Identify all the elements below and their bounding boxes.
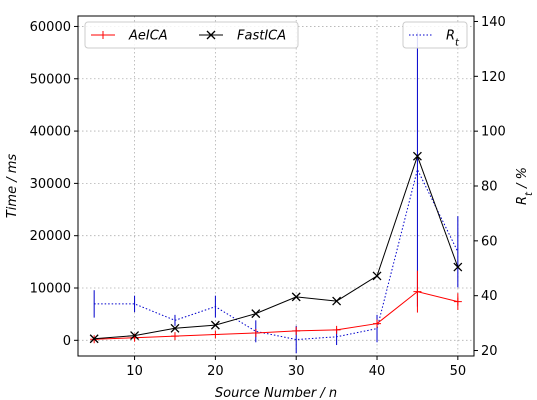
legend-left: AeICA FastICA (84, 21, 299, 49)
y-left-tick-label: 0 (63, 334, 71, 349)
x-tick-label: 10 (126, 364, 143, 379)
data-point (332, 325, 341, 334)
data-point (89, 334, 99, 344)
data-point (413, 287, 422, 296)
y-left-tick-label: 50000 (30, 72, 71, 87)
x-tick-label: 20 (207, 364, 224, 379)
y-right-tick-label: 40 (481, 289, 498, 304)
data-point (251, 309, 261, 319)
y-axis-right: 20 40 60 80 100 120 140 (474, 15, 506, 359)
series-layer (89, 32, 463, 354)
series-line (94, 154, 459, 340)
y-left-tick-label: 40000 (30, 125, 71, 140)
series-fastica (89, 151, 463, 344)
x-tick-label: 40 (369, 364, 386, 379)
data-point (211, 330, 220, 339)
data-point (453, 262, 463, 272)
y-axis-right-label: Rt / % (515, 167, 535, 205)
data-point (251, 328, 260, 337)
data-point (412, 151, 422, 161)
series-aeica (90, 270, 462, 344)
legend-marker (99, 31, 107, 39)
legend-box (84, 21, 299, 49)
y-left-tick-label: 20000 (30, 229, 71, 244)
x-tick-label: 50 (450, 364, 467, 379)
data-point (130, 331, 140, 341)
data-point (332, 296, 342, 306)
x-axis: 10 20 30 40 50 (126, 356, 466, 379)
legend-right: Rt (402, 21, 468, 49)
y-right-tick-label: 100 (481, 125, 506, 140)
legend-label: AeICA (128, 29, 168, 44)
series-line (94, 168, 459, 341)
grid (78, 16, 474, 356)
data-point (292, 326, 301, 335)
legend-box (402, 21, 468, 49)
data-point (373, 319, 382, 328)
data-point (210, 320, 220, 330)
y-right-tick-label: 20 (481, 344, 498, 359)
y-right-tick-label: 60 (481, 234, 498, 249)
data-point (291, 292, 301, 302)
y-right-tick-label: 120 (481, 70, 506, 85)
x-axis-label: Source Number / n (215, 386, 337, 400)
series-r-t (93, 32, 459, 354)
x-tick-label: 30 (288, 364, 305, 379)
data-point (170, 332, 179, 341)
data-point (170, 323, 180, 333)
y-right-tick-label: 80 (481, 180, 498, 195)
y-right-tick-label: 140 (481, 15, 506, 30)
y-axis-left-label: Time / ms (5, 154, 20, 219)
legend-label: FastICA (237, 29, 286, 44)
y-axis-left: 0 10000 20000 30000 40000 50000 60000 (30, 20, 78, 349)
data-point (372, 271, 382, 281)
series-line (94, 291, 458, 340)
data-point (453, 297, 462, 306)
y-left-tick-label: 10000 (30, 282, 71, 297)
y-left-tick-label: 60000 (30, 20, 71, 35)
y-left-tick-label: 30000 (30, 177, 71, 192)
legend-marker (206, 30, 216, 40)
